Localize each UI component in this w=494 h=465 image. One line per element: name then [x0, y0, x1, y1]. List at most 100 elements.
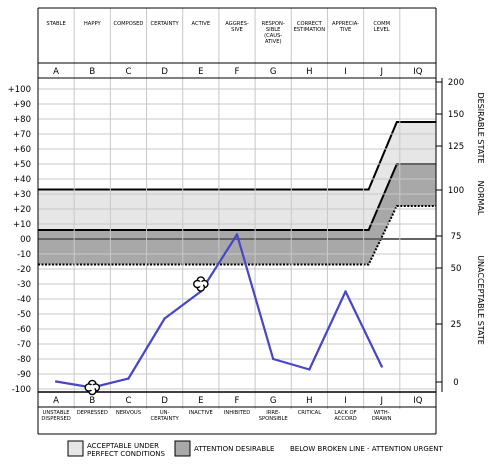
right-axis-tick-label: 125: [448, 142, 464, 152]
profile-point: [380, 365, 383, 368]
column-bottom-label: DEPRESSED: [77, 410, 108, 416]
left-axis-tick-label: -20: [17, 265, 31, 275]
profile-line: [55, 233, 383, 389]
column-bottom-label: WITH-: [374, 410, 390, 416]
profile-point: [54, 380, 58, 383]
left-axis-tick-label: -30: [17, 280, 31, 290]
column-top-label: AGGRES-: [225, 21, 249, 27]
column-bottom-label: DRAWN: [372, 416, 392, 422]
left-axis-tick-label: -90: [17, 370, 31, 380]
column-letter-top: E: [198, 67, 203, 77]
column-top-label: SIBLE: [266, 27, 281, 33]
column-top-label: ESTIMATION: [294, 27, 326, 33]
legend-label-acceptable: ACCEPTABLE UNDER: [87, 442, 159, 450]
right-axis-tick-label: 75: [451, 232, 462, 242]
left-axis-tick-label: +60: [13, 145, 31, 155]
left-axis-tick-label: +70: [13, 130, 31, 140]
column-letter-top: F: [235, 67, 240, 77]
column-bottom-label: INHIBITED: [224, 410, 250, 416]
legend-label-acceptable: PERFECT CONDITIONS: [87, 450, 166, 458]
profile-point: [163, 317, 166, 320]
left-axis-tick-label: +90: [13, 100, 31, 110]
column-bottom-label: ACCORD: [334, 416, 356, 422]
left-axis-tick-label: +20: [13, 205, 31, 215]
left-axis-tick-label: +80: [13, 115, 31, 125]
acceptable-top-line: [38, 121, 436, 191]
column-letter-bottom: F: [235, 396, 240, 406]
column-letter-top: D: [161, 67, 168, 77]
left-axis-tick-label: -10: [17, 250, 31, 260]
column-top-label: COMPOSED: [113, 21, 143, 27]
column-letter-top: J: [379, 67, 383, 77]
legend-swatch-attention: [174, 440, 191, 457]
clover-center: [198, 281, 204, 287]
header-layer: STABLE HAPPY COMPOSED CERTAINTY ACTIVE AGGRES…: [41, 21, 422, 422]
column-bottom-label: LACK OF: [334, 410, 356, 416]
profile-point: [344, 290, 347, 293]
column-bottom-label: UN-: [160, 410, 170, 416]
column-letter-top: I: [344, 67, 347, 77]
column-bottom-label: INACTIVE: [189, 410, 213, 416]
column-letter-bottom: D: [161, 396, 168, 406]
left-axis-tick-label: -40: [17, 295, 31, 305]
column-letter-bottom: C: [125, 396, 131, 406]
column-letter-bottom: J: [379, 396, 383, 406]
left-axis-tick-label: +50: [13, 160, 31, 170]
clover-center: [89, 384, 95, 391]
column-top-label: STABLE: [46, 21, 65, 27]
right-side-label: UNACCEPTABLE STATE: [476, 255, 485, 345]
column-letter-top: B: [89, 67, 95, 77]
column-letter-top: G: [270, 67, 277, 77]
column-letter-top: H: [306, 67, 312, 77]
left-axis-tick-label: -100: [12, 385, 31, 395]
column-top-label: LEVEL: [374, 27, 390, 33]
axis-layer: +100 +90 +80 +70 +60 +50 +40 +30 +20 +10 00 -10 -20 -…: [8, 78, 485, 395]
legend-swatch-acceptable: [67, 440, 84, 457]
column-letter-top: A: [53, 67, 59, 77]
left-axis-tick-label: -70: [17, 340, 31, 350]
right-side-label: NORMAL: [476, 181, 485, 216]
column-letter-bottom: B: [89, 396, 95, 406]
left-axis-tick-label: +40: [13, 175, 31, 185]
column-bottom-label: UNSTABLE: [43, 410, 70, 416]
column-letter-top: C: [125, 67, 131, 77]
right-side-label: DESIRABLE STATE: [476, 92, 485, 163]
column-top-label: APPRECIA-: [332, 21, 359, 27]
legend-label-attention: ATTENTION DESIRABLE: [194, 445, 274, 453]
profile-point: [127, 377, 130, 380]
left-axis-tick-label: +30: [13, 190, 31, 200]
column-bottom-label: DISPERSED: [41, 416, 70, 422]
column-top-label: ATIVE): [265, 39, 282, 45]
column-bottom-label: NERVOUS: [116, 410, 141, 416]
column-top-label: (CAUS-: [264, 33, 282, 39]
column-top-label: CERTAINTY: [151, 21, 180, 27]
attention-broken-line: [38, 205, 436, 266]
right-axis-tick-label: 150: [448, 110, 464, 120]
column-bottom-label: SPONSIBLE: [259, 416, 288, 422]
left-axis-tick-label: -50: [17, 310, 31, 320]
column-top-label: TIVE: [339, 27, 352, 33]
column-top-label: RESPON-: [262, 21, 285, 27]
profile-point: [308, 368, 311, 371]
right-axis-tick-label: 25: [451, 320, 462, 330]
column-letter-bottom: I: [344, 396, 347, 406]
column-top-label: HAPPY: [84, 21, 102, 27]
column-letter-bottom: G: [270, 396, 277, 406]
column-letter-bottom: E: [198, 396, 203, 406]
profile-point: [271, 357, 275, 361]
legend-label-urgent: BELOW BROKEN LINE - ATTENTION URGENT: [290, 445, 443, 453]
grid-layer: [37, 7, 437, 435]
right-axis-tick-label: 50: [451, 264, 462, 274]
left-axis-tick-label: -60: [17, 325, 31, 335]
column-letter-bottom: A: [53, 396, 59, 406]
column-letter-top: IQ: [413, 67, 423, 77]
column-bottom-label: CRITICAL: [298, 410, 322, 416]
left-axis-tick-label: +100: [8, 85, 31, 95]
acceptable-zone: [38, 122, 436, 230]
left-axis-tick-label: 00: [20, 235, 31, 245]
column-top-label: CORRECT: [297, 21, 323, 27]
column-top-label: COMM: [373, 21, 390, 27]
column-top-label: SIVE: [231, 27, 243, 33]
